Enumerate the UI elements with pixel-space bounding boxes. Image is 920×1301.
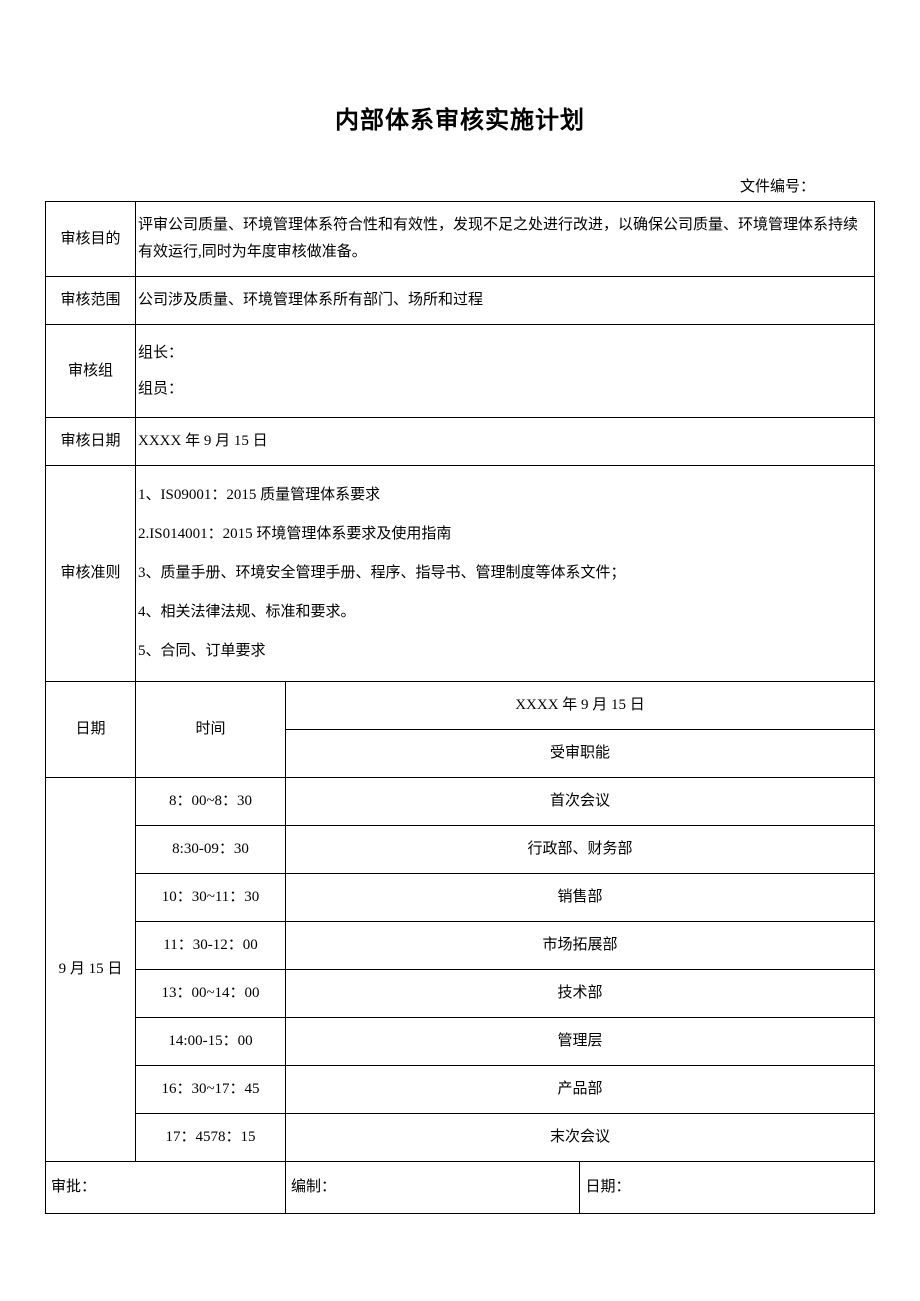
schedule-row: 16：30~17：45 产品部 bbox=[46, 1066, 875, 1114]
schedule-time: 13：00~14：00 bbox=[136, 970, 286, 1018]
schedule-date-cell: 9 月 15 日 bbox=[46, 778, 136, 1162]
schedule-row: 14:00-15：00 管理层 bbox=[46, 1018, 875, 1066]
schedule-function-header: 受审职能 bbox=[286, 730, 875, 778]
schedule-time: 11：30-12：00 bbox=[136, 922, 286, 970]
criteria-item: 3、质量手册、环境安全管理手册、程序、指导书、管理制度等体系文件； bbox=[138, 554, 869, 593]
date-row: 审核日期 XXXX 年 9 月 15 日 bbox=[46, 418, 875, 466]
footer-date: 日期： bbox=[580, 1162, 875, 1214]
schedule-activity: 销售部 bbox=[286, 874, 875, 922]
criteria-item: 1、IS09001：2015 质量管理体系要求 bbox=[138, 476, 869, 515]
schedule-row: 13：00~14：00 技术部 bbox=[46, 970, 875, 1018]
criteria-item: 5、合同、订单要求 bbox=[138, 632, 869, 671]
schedule-time: 8：00~8：30 bbox=[136, 778, 286, 826]
criteria-row: 审核准则 1、IS09001：2015 质量管理体系要求 2.IS014001：… bbox=[46, 466, 875, 682]
schedule-time: 8:30-09：30 bbox=[136, 826, 286, 874]
criteria-item: 4、相关法律法规、标准和要求。 bbox=[138, 593, 869, 632]
team-leader: 组长： bbox=[138, 335, 869, 371]
schedule-time: 17：4578：15 bbox=[136, 1114, 286, 1162]
date-content: XXXX 年 9 月 15 日 bbox=[136, 418, 875, 466]
footer-approval: 审批： bbox=[46, 1162, 286, 1214]
team-member: 组员： bbox=[138, 371, 869, 407]
schedule-activity: 末次会议 bbox=[286, 1114, 875, 1162]
team-row: 审核组 组长： 组员： bbox=[46, 325, 875, 418]
schedule-header-row-1: 日期 时间 XXXX 年 9 月 15 日 bbox=[46, 682, 875, 730]
schedule-activity: 市场拓展部 bbox=[286, 922, 875, 970]
schedule-row: 9 月 15 日 8：00~8：30 首次会议 bbox=[46, 778, 875, 826]
schedule-activity: 首次会议 bbox=[286, 778, 875, 826]
scope-content: 公司涉及质量、环境管理体系所有部门、场所和过程 bbox=[136, 277, 875, 325]
scope-label: 审核范围 bbox=[46, 277, 136, 325]
footer-preparer: 编制： bbox=[286, 1162, 580, 1214]
schedule-activity: 产品部 bbox=[286, 1066, 875, 1114]
schedule-time: 14:00-15：00 bbox=[136, 1018, 286, 1066]
schedule-activity: 管理层 bbox=[286, 1018, 875, 1066]
document-number-label: 文件编号： bbox=[45, 175, 875, 196]
schedule-row: 11：30-12：00 市场拓展部 bbox=[46, 922, 875, 970]
schedule-row: 17：4578：15 末次会议 bbox=[46, 1114, 875, 1162]
schedule-activity: 行政部、财务部 bbox=[286, 826, 875, 874]
purpose-row: 审核目的 评审公司质量、环境管理体系符合性和有效性，发现不足之处进行改进，以确保… bbox=[46, 202, 875, 277]
team-content: 组长： 组员： bbox=[136, 325, 875, 418]
schedule-row: 10：30~11：30 销售部 bbox=[46, 874, 875, 922]
schedule-date-header: 日期 bbox=[46, 682, 136, 778]
schedule-date-value: XXXX 年 9 月 15 日 bbox=[286, 682, 875, 730]
criteria-label: 审核准则 bbox=[46, 466, 136, 682]
audit-plan-table: 审核目的 评审公司质量、环境管理体系符合性和有效性，发现不足之处进行改进，以确保… bbox=[45, 201, 875, 1214]
purpose-label: 审核目的 bbox=[46, 202, 136, 277]
document-title: 内部体系审核实施计划 bbox=[45, 100, 875, 135]
footer-row: 审批： 编制： 日期： bbox=[46, 1162, 875, 1214]
schedule-time: 16：30~17：45 bbox=[136, 1066, 286, 1114]
criteria-content: 1、IS09001：2015 质量管理体系要求 2.IS014001：2015 … bbox=[136, 466, 875, 682]
criteria-item: 2.IS014001：2015 环境管理体系要求及使用指南 bbox=[138, 515, 869, 554]
schedule-time: 10：30~11：30 bbox=[136, 874, 286, 922]
scope-row: 审核范围 公司涉及质量、环境管理体系所有部门、场所和过程 bbox=[46, 277, 875, 325]
team-label: 审核组 bbox=[46, 325, 136, 418]
purpose-content: 评审公司质量、环境管理体系符合性和有效性，发现不足之处进行改进，以确保公司质量、… bbox=[136, 202, 875, 277]
schedule-activity: 技术部 bbox=[286, 970, 875, 1018]
schedule-row: 8:30-09：30 行政部、财务部 bbox=[46, 826, 875, 874]
schedule-time-header: 时间 bbox=[136, 682, 286, 778]
date-label: 审核日期 bbox=[46, 418, 136, 466]
